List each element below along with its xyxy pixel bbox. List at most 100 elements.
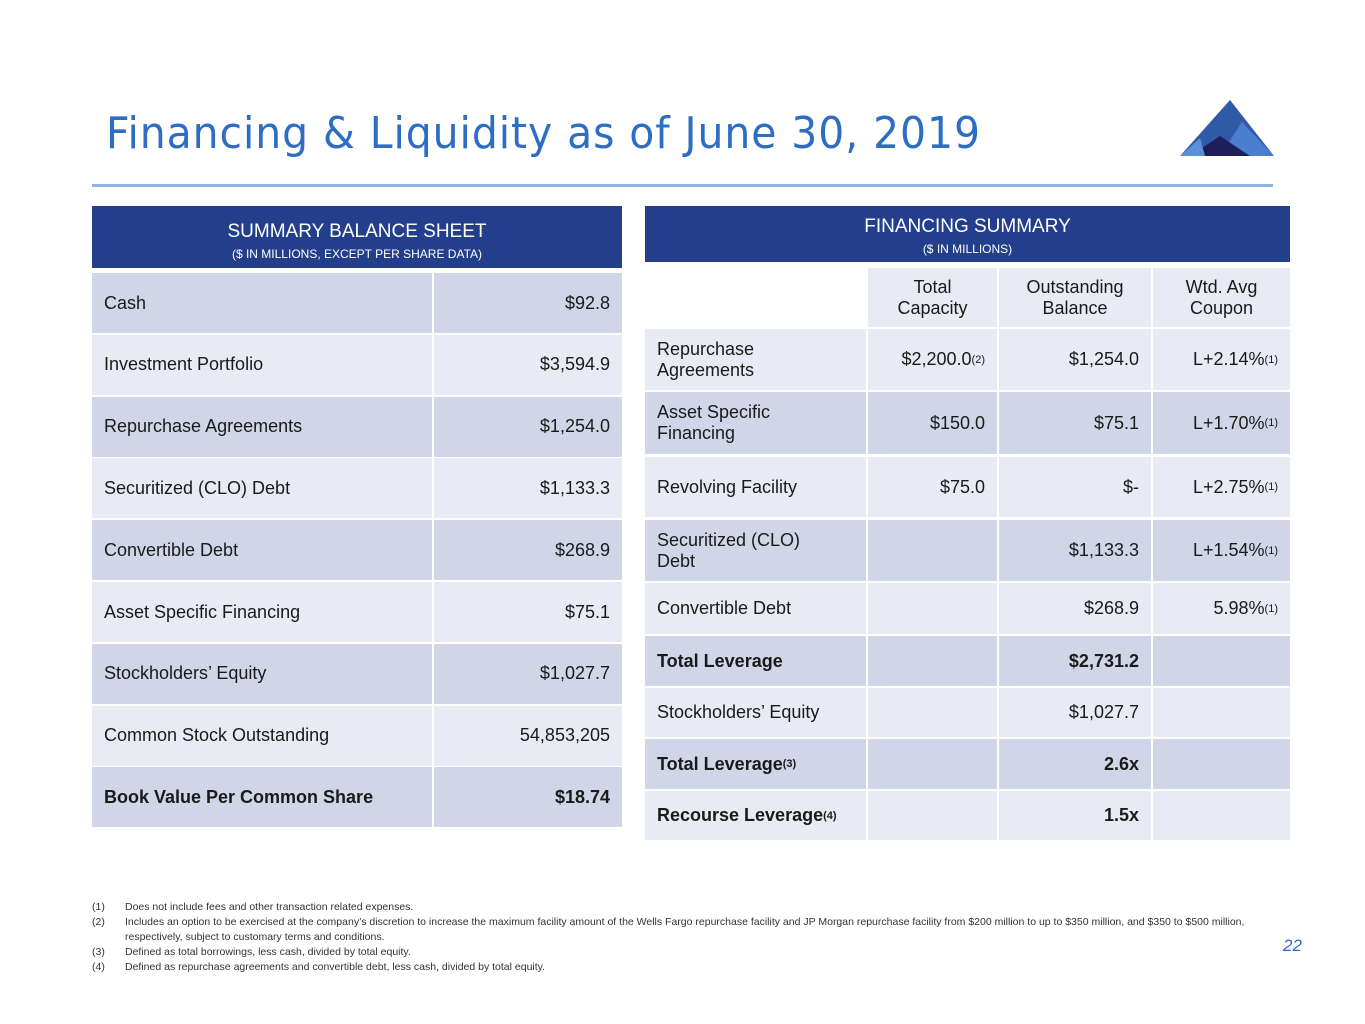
footnote-number: (4) (92, 961, 105, 973)
row-label: Asset Specific Financing (92, 582, 434, 642)
table-row: Convertible Debt $268.9 (92, 520, 622, 581)
row-label: Recourse Leverage (4) (645, 791, 868, 840)
row-value: $1,027.7 (434, 643, 622, 704)
coupon-value: L+2.75% (1192, 476, 1265, 497)
page-number: 22 (1283, 936, 1302, 955)
coupon-value: L+2.14% (1192, 349, 1265, 369)
row-label: Stockholders’ Equity (645, 688, 868, 737)
footnote: (4) Defined as repurchase agreements and … (92, 960, 1252, 975)
table-row: Repurchase Agreements $1,254.0 (92, 396, 622, 457)
wtd-avg-coupon (1153, 636, 1290, 686)
capacity-value: $75.0 (939, 476, 985, 497)
row-label: Book Value Per Common Share (92, 767, 434, 828)
footnote-text: Does not include fees and other transact… (125, 901, 414, 913)
total-capacity (868, 791, 999, 840)
footnotes: (1) Does not include fees and other trans… (92, 900, 1252, 975)
total-capacity (868, 520, 999, 581)
table-row: Stockholders’ Equity $1,027.7 (645, 688, 1290, 737)
label-text: Repurchase Agreements (657, 338, 755, 380)
row-value: $75.1 (434, 582, 622, 642)
footnote-ref: (4) (823, 809, 837, 822)
row-value: $18.74 (434, 767, 622, 828)
table-row: Cash $92.8 (92, 273, 622, 333)
label-text: Stockholders’ Equity (657, 702, 820, 722)
column-header-row: Total Capacity Outstanding Balance Wtd. Av… (645, 268, 1290, 327)
outstanding-balance: $1,027.7 (999, 688, 1153, 737)
row-value: $3,594.9 (434, 334, 622, 395)
footnote-ref: (2) (971, 353, 985, 366)
column-header (645, 268, 868, 327)
balance-sheet-title: SUMMARY BALANCE SHEET (227, 221, 487, 242)
table-row: Asset Specific Financing $150.0 $75.1 L+1.7… (645, 392, 1290, 454)
table-row: Revolving Facility $75.0 $- L+2.75% (1) (645, 457, 1290, 517)
footnote-text: Defined as repurchase agreements and con… (125, 961, 546, 973)
financing-header: FINANCING SUMMARY ($ IN MILLIONS) (645, 206, 1290, 262)
label-text: Securitized (CLO) Debt (657, 529, 801, 571)
wtd-avg-coupon: L+2.14% (1) (1153, 329, 1290, 390)
mountain-logo-icon (1180, 100, 1274, 156)
total-capacity (868, 739, 999, 789)
row-label: Investment Portfolio (92, 334, 434, 395)
footnote-text: Includes an option to be exercised at th… (125, 916, 1245, 943)
total-capacity: $150.0 (868, 392, 999, 454)
table-row: Investment Portfolio $3,594.9 (92, 334, 622, 395)
wtd-avg-coupon: L+2.75% (1) (1153, 457, 1290, 517)
wtd-avg-coupon: L+1.70% (1) (1153, 392, 1290, 454)
table-row: Book Value Per Common Share $18.74 (92, 767, 622, 828)
capacity-value: $150.0 (929, 412, 985, 433)
outstanding-balance: $75.1 (999, 392, 1153, 454)
footnote-ref: (1) (1264, 481, 1278, 493)
wtd-avg-coupon: L+1.54% (1) (1153, 520, 1290, 581)
capacity-value: $2,200.0 (901, 349, 972, 369)
coupon-value: L+1.70% (1192, 412, 1265, 433)
outstanding-balance: $1,133.3 (999, 520, 1153, 581)
footnote-ref: (1) (1264, 602, 1278, 615)
table-row: Total Leverage $2,731.2 (645, 636, 1290, 686)
outstanding-balance: 2.6x (999, 739, 1153, 789)
row-label: Repurchase Agreements (645, 329, 868, 390)
row-label: Repurchase Agreements (92, 396, 434, 457)
financing-title: FINANCING SUMMARY (864, 216, 1071, 237)
footnote-text: Defined as total borrowings, less cash, … (125, 946, 411, 958)
row-label: Convertible Debt (92, 520, 434, 581)
label-text: Recourse Leverage (657, 805, 824, 825)
row-value: 54,853,205 (434, 705, 622, 766)
label-text: Convertible Debt (657, 598, 792, 618)
row-label: Revolving Facility (645, 457, 868, 517)
row-value: $268.9 (434, 520, 622, 581)
outstanding-balance: $- (999, 457, 1153, 517)
column-header: Wtd. Avg Coupon (1153, 268, 1290, 327)
outstanding-balance: $268.9 (999, 583, 1153, 634)
outstanding-balance: $1,254.0 (999, 329, 1153, 390)
row-label: Asset Specific Financing (645, 392, 868, 454)
footnote-number: (1) (92, 901, 105, 913)
title-divider (92, 184, 1273, 187)
label-text: Asset Specific Financing (657, 402, 771, 443)
row-value: $92.8 (434, 273, 622, 333)
table-row: Total Leverage (3) 2.6x (645, 739, 1290, 789)
label-text: Total Leverage (657, 753, 783, 774)
column-header: Outstanding Balance (999, 268, 1153, 327)
outstanding-balance: 1.5x (999, 791, 1153, 840)
financing-subtitle: ($ IN MILLIONS) (922, 242, 1013, 256)
table-row: Securitized (CLO) Debt $1,133.3 (92, 458, 622, 519)
row-value: $1,133.3 (434, 458, 622, 519)
label-text: Total Leverage (657, 650, 783, 671)
row-label: Securitized (CLO) Debt (92, 458, 434, 519)
table-row: Asset Specific Financing $75.1 (92, 582, 622, 642)
total-capacity (868, 583, 999, 634)
row-label: Common Stock Outstanding (92, 705, 434, 766)
coupon-value: 5.98% (1213, 598, 1265, 618)
table-row: Recourse Leverage (4) 1.5x (645, 791, 1290, 840)
total-capacity (868, 688, 999, 737)
footnote-ref: (1) (1264, 544, 1278, 557)
footnote: (1) Does not include fees and other trans… (92, 900, 1252, 915)
row-label: Securitized (CLO) Debt (645, 520, 868, 581)
wtd-avg-coupon: 5.98% (1) (1153, 583, 1290, 634)
balance-sheet-subtitle: ($ IN MILLIONS, EXCEPT PER SHARE DATA) (231, 247, 483, 261)
total-capacity: $2,200.0 (2) (868, 329, 999, 390)
footnote-ref: (1) (1264, 417, 1278, 429)
label-text: Revolving Facility (657, 476, 798, 497)
footnote-number: (2) (92, 916, 105, 928)
wtd-avg-coupon (1153, 739, 1290, 789)
